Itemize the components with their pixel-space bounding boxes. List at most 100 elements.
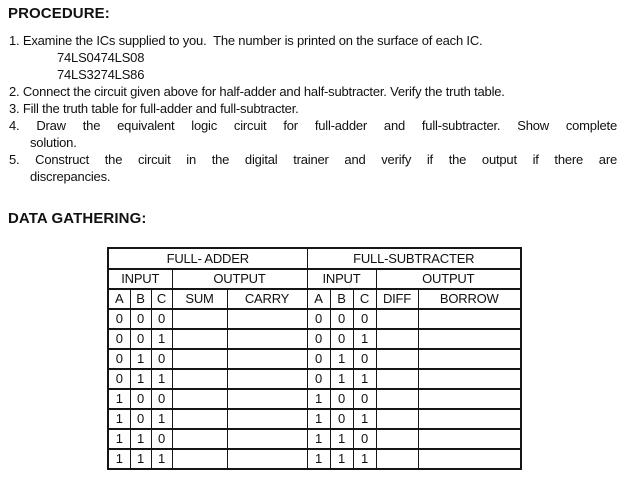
procedure-line: 5. Construct the circuit in the digital … — [9, 152, 617, 167]
col-subtracter-diff: DIFF — [375, 288, 419, 310]
procedure-line: discrepancies. — [30, 169, 111, 184]
truth-table-cell — [417, 348, 522, 370]
col-adder-sum: SUM — [171, 288, 228, 310]
truth-table-cell: 1 — [352, 448, 377, 470]
col-adder-carry: CARRY — [226, 288, 308, 310]
col-adder-b: B — [129, 288, 152, 310]
truth-table-cell: 1 — [306, 408, 331, 430]
truth-table-cell: 1 — [129, 448, 152, 470]
truth-table-cell: 1 — [150, 328, 173, 350]
truth-table-cell — [375, 368, 419, 390]
truth-table-cell — [226, 368, 308, 390]
truth-table-cell — [171, 348, 228, 370]
truth-table-cell: 1 — [306, 448, 331, 470]
truth-table-cell: 1 — [129, 348, 152, 370]
truth-table-cell: 1 — [352, 408, 377, 430]
truth-table-cell: 1 — [150, 408, 173, 430]
truth-table-cell: 0 — [129, 308, 152, 330]
truth-table: FULL- ADDER FULL-SUBTRACTER INPUT OUTPUT… — [107, 247, 523, 470]
truth-table-cell — [417, 368, 522, 390]
truth-table-cell — [171, 448, 228, 470]
procedure-line: 4. Draw the equivalent logic circuit for… — [9, 118, 617, 133]
truth-table-cell: 0 — [150, 428, 173, 450]
truth-table-cell — [226, 448, 308, 470]
truth-table-cell — [375, 408, 419, 430]
truth-table-cell: 1 — [107, 408, 131, 430]
truth-table-cell — [226, 328, 308, 350]
truth-table-cell: 1 — [150, 368, 173, 390]
truth-table-cell — [375, 308, 419, 330]
col-subtracter-b: B — [329, 288, 354, 310]
truth-table-cell: 0 — [329, 328, 354, 350]
truth-table-cell: 1 — [329, 368, 354, 390]
col-adder-c: C — [150, 288, 173, 310]
truth-table-cell: 1 — [150, 448, 173, 470]
table-group-row: INPUT OUTPUT INPUT OUTPUT — [107, 268, 522, 290]
truth-table-cell: 0 — [150, 348, 173, 370]
truth-table-cell — [375, 448, 419, 470]
truth-table-cell: 0 — [150, 308, 173, 330]
subtracter-output-label: OUTPUT — [375, 268, 522, 290]
truth-table-cell: 1 — [107, 428, 131, 450]
truth-table-cell: 0 — [129, 408, 152, 430]
truth-table-cell — [171, 388, 228, 410]
truth-table-cell: 0 — [107, 328, 131, 350]
procedure-line: 1. Examine the ICs supplied to you. The … — [9, 33, 483, 48]
table-column-header-row: A B C SUM CARRY A B C DIFF BORROW — [107, 288, 522, 310]
truth-table-cell: 0 — [150, 388, 173, 410]
truth-table-cell — [417, 328, 522, 350]
procedure-list: 1. Examine the ICs supplied to you. The … — [0, 32, 625, 185]
truth-table-cell: 1 — [352, 328, 377, 350]
truth-table-cell: 0 — [352, 348, 377, 370]
truth-table-cell: 0 — [352, 388, 377, 410]
truth-table-cell: 0 — [306, 348, 331, 370]
subtracter-input-label: INPUT — [306, 268, 377, 290]
truth-table-cell: 1 — [306, 388, 331, 410]
truth-table-cell: 1 — [306, 428, 331, 450]
truth-table-cell — [375, 328, 419, 350]
adder-output-label: OUTPUT — [171, 268, 308, 290]
truth-table-cell: 0 — [352, 308, 377, 330]
truth-table-cell — [417, 388, 522, 410]
truth-table-cell — [171, 368, 228, 390]
full-subtracter-title: FULL-SUBTRACTER — [306, 247, 522, 270]
truth-table-cell — [375, 428, 419, 450]
truth-table-cell — [226, 388, 308, 410]
truth-table-cell: 0 — [107, 308, 131, 330]
col-subtracter-c: C — [352, 288, 377, 310]
truth-table-cell — [226, 348, 308, 370]
truth-table-cell — [171, 408, 228, 430]
truth-table-cell — [417, 448, 522, 470]
truth-table-cell: 0 — [129, 388, 152, 410]
truth-table-cell — [171, 308, 228, 330]
truth-table-cell: 0 — [306, 368, 331, 390]
procedure-line: 74LS3274LS86 — [57, 67, 145, 82]
truth-table-cell: 0 — [129, 328, 152, 350]
truth-table-cell: 1 — [129, 428, 152, 450]
col-subtracter-a: A — [306, 288, 331, 310]
table-title-row: FULL- ADDER FULL-SUBTRACTER — [107, 247, 522, 270]
truth-table-cell: 1 — [352, 368, 377, 390]
truth-table-cell: 1 — [329, 448, 354, 470]
truth-table-cell — [171, 428, 228, 450]
adder-input-label: INPUT — [107, 268, 173, 290]
procedure-line: 74LS0474LS08 — [57, 50, 145, 65]
truth-table-cell: 0 — [329, 408, 354, 430]
truth-table-cell: 1 — [129, 368, 152, 390]
procedure-line: solution. — [30, 135, 77, 150]
truth-table-cell: 0 — [329, 308, 354, 330]
truth-table-cell: 0 — [306, 328, 331, 350]
col-adder-a: A — [107, 288, 131, 310]
truth-table-cell — [417, 428, 522, 450]
truth-table-cell — [375, 348, 419, 370]
full-adder-title: FULL- ADDER — [107, 247, 308, 270]
